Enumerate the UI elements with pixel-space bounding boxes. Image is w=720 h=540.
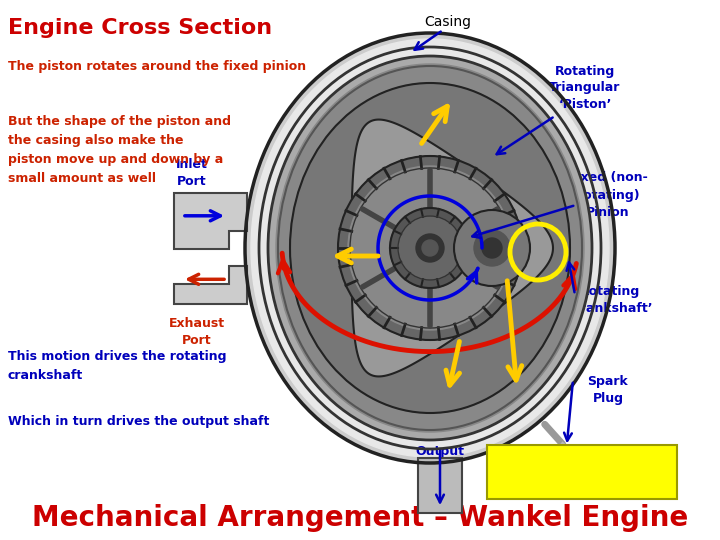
Text: This motion drives the rotating
crankshaft: This motion drives the rotating cranksha… [8,350,227,382]
Text: Casing: Casing [425,15,472,29]
Text: Mechanical Arrangement – Wankel Engine: Mechanical Arrangement – Wankel Engine [32,504,688,532]
Text: Rotating
Triangular
‘Piston’: Rotating Triangular ‘Piston’ [549,64,621,111]
Circle shape [390,208,470,288]
Text: Which in turn drives the output shaft: Which in turn drives the output shaft [8,415,269,428]
Text: Engine Cross Section: Engine Cross Section [8,18,272,38]
Text: But the shape of the piston and
the casing also make the
piston move up and down: But the shape of the piston and the casi… [8,115,231,185]
Ellipse shape [245,33,615,463]
FancyBboxPatch shape [487,445,677,499]
Circle shape [422,240,438,256]
Circle shape [338,156,522,340]
Ellipse shape [276,64,584,432]
Polygon shape [174,193,247,249]
Ellipse shape [245,33,615,463]
Text: The piston rotates around the fixed pinion: The piston rotates around the fixed pini… [8,60,306,73]
Ellipse shape [290,83,570,413]
Text: Points of contact
marked in yellow: Points of contact marked in yellow [522,456,642,488]
Circle shape [482,238,502,258]
Polygon shape [418,458,462,513]
Text: Output
Shaft: Output Shaft [415,445,464,475]
Circle shape [416,234,444,262]
Text: Exhaust
Port: Exhaust Port [168,317,225,347]
Circle shape [474,230,510,266]
Circle shape [398,216,462,280]
Text: Inlet
Port: Inlet Port [176,158,207,188]
Text: Fixed (non-
rotating)
Pinion: Fixed (non- rotating) Pinion [568,172,648,219]
Ellipse shape [268,56,592,440]
Polygon shape [174,266,247,304]
Polygon shape [351,119,553,376]
Ellipse shape [251,39,609,457]
Text: Spark
Plug: Spark Plug [588,375,629,405]
Circle shape [454,210,530,286]
Circle shape [348,166,512,330]
Text: Rotating
‘Crankshaft’: Rotating ‘Crankshaft’ [567,285,653,315]
